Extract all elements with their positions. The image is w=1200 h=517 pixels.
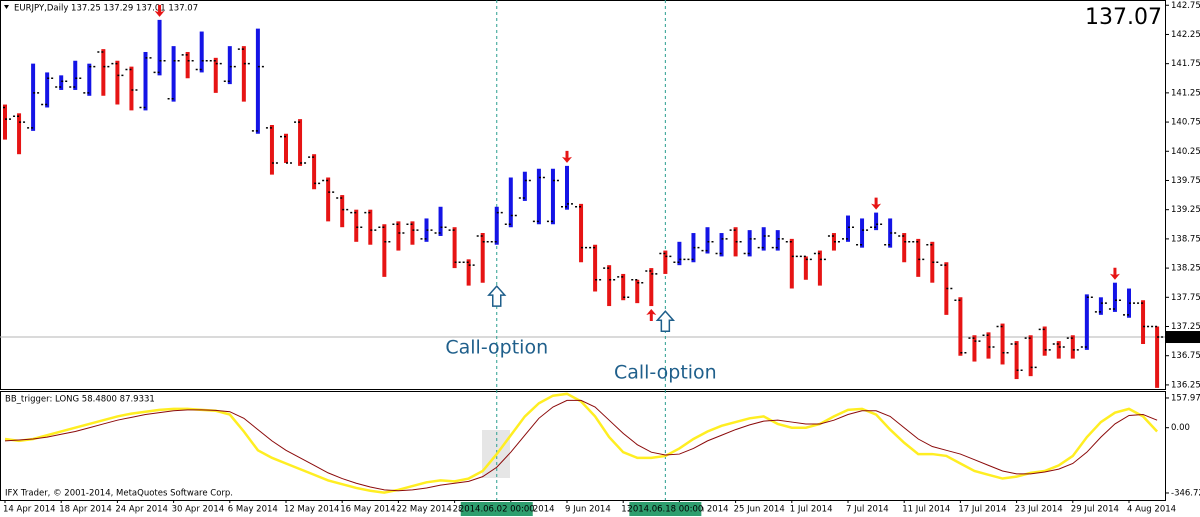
x-tick-label: 9 Jun 2014 bbox=[565, 505, 611, 515]
signal-arrow-shape bbox=[154, 4, 165, 17]
signal-arrow-shape bbox=[562, 150, 572, 163]
signal-arrow-shape bbox=[871, 197, 882, 210]
y-tick-label: -346.720 bbox=[1171, 488, 1200, 498]
marker-label: 2014.06.18 00:00 bbox=[627, 505, 703, 515]
y-tick-label: 137.25 bbox=[1171, 322, 1200, 332]
x-tick-label: 17 Jul 2014 bbox=[958, 505, 1006, 515]
signal-arrow-shape bbox=[646, 309, 657, 322]
annotation-text: Call-option bbox=[614, 362, 717, 384]
y-tick-label: 0.00 bbox=[1171, 423, 1190, 433]
y-tick-label: 139.25 bbox=[1171, 205, 1200, 215]
y-tick-label: 138.75 bbox=[1171, 234, 1200, 244]
signal-arrow bbox=[562, 150, 572, 163]
x-tick-label: 30 Apr 2014 bbox=[172, 505, 225, 515]
chart-title: EURJPY,Daily 137.25 137.29 137.01 137.07 bbox=[14, 4, 198, 14]
x-tick-label: 11 Jul 2014 bbox=[902, 505, 950, 515]
annotation-arrow bbox=[487, 284, 507, 307]
y-tick-label: 139.75 bbox=[1171, 176, 1200, 186]
price-panel-frame bbox=[0, 0, 1166, 390]
last-price-big: 137.07 bbox=[1085, 5, 1162, 30]
marker-label-box bbox=[629, 502, 702, 516]
marker-label-box bbox=[460, 502, 533, 516]
signal-arrow bbox=[154, 4, 165, 17]
signal-arrow bbox=[871, 197, 882, 210]
y-tick-label: 136.25 bbox=[1171, 380, 1200, 390]
y-tick-label: 142.25 bbox=[1171, 30, 1200, 40]
signal-arrow bbox=[1109, 267, 1120, 280]
y-tick-label: 140.25 bbox=[1171, 147, 1200, 157]
annotation-text: Call-option bbox=[445, 337, 548, 359]
x-tick-label: 16 May 2014 bbox=[340, 505, 395, 515]
signal-arrow-shape bbox=[1109, 267, 1120, 280]
marker-label: 2014.06.02 00:00 bbox=[459, 505, 535, 515]
title-icon bbox=[4, 5, 9, 9]
x-tick-label: 23 Jul 2014 bbox=[1015, 505, 1063, 515]
last-price-label: 137.07 bbox=[1170, 333, 1200, 343]
x-tick-label: 25 Jun 2014 bbox=[734, 505, 785, 515]
y-tick-label: 140.75 bbox=[1171, 118, 1200, 128]
y-tick-label: 138.25 bbox=[1171, 264, 1200, 274]
annotation-arrow bbox=[655, 310, 676, 332]
x-tick-label: 7 Jul 2014 bbox=[846, 505, 889, 515]
indicator-footer: IFX Trader, © 2001-2014, MetaQuotes Soft… bbox=[5, 489, 233, 499]
x-tick-label: 29 Jul 2014 bbox=[1071, 505, 1119, 515]
last-price-box bbox=[1166, 331, 1200, 344]
signal-arrow bbox=[646, 309, 657, 322]
x-tick-label: 12 May 2014 bbox=[284, 505, 339, 515]
x-tick-label: 1 Jul 2014 bbox=[790, 505, 833, 515]
y-tick-label: 141.25 bbox=[1171, 88, 1200, 98]
y-tick-label: 137.75 bbox=[1171, 293, 1200, 303]
x-tick-label: 6 May 2014 bbox=[228, 505, 278, 515]
indicator-title: BB_trigger: LONG 58.4800 87.9331 bbox=[5, 395, 155, 405]
y-tick-label: 142.75 bbox=[1171, 1, 1200, 11]
x-tick-label: 4 Aug 2014 bbox=[1127, 505, 1176, 515]
x-tick-label: 22 May 2014 bbox=[396, 505, 451, 515]
y-tick-label: 136.75 bbox=[1171, 351, 1200, 361]
x-tick-label: 24 Apr 2014 bbox=[115, 505, 168, 515]
x-tick-label: 18 Apr 2014 bbox=[59, 505, 112, 515]
x-tick-label: 14 Apr 2014 bbox=[3, 505, 56, 515]
indicator-line bbox=[4, 399, 1158, 492]
x-tick-label: 19 Jun 2014 bbox=[677, 505, 728, 515]
y-tick-label: 141.75 bbox=[1171, 59, 1200, 69]
y-tick-label: 157.9765 bbox=[1171, 393, 1200, 403]
indicator-panel-frame bbox=[0, 391, 1166, 501]
